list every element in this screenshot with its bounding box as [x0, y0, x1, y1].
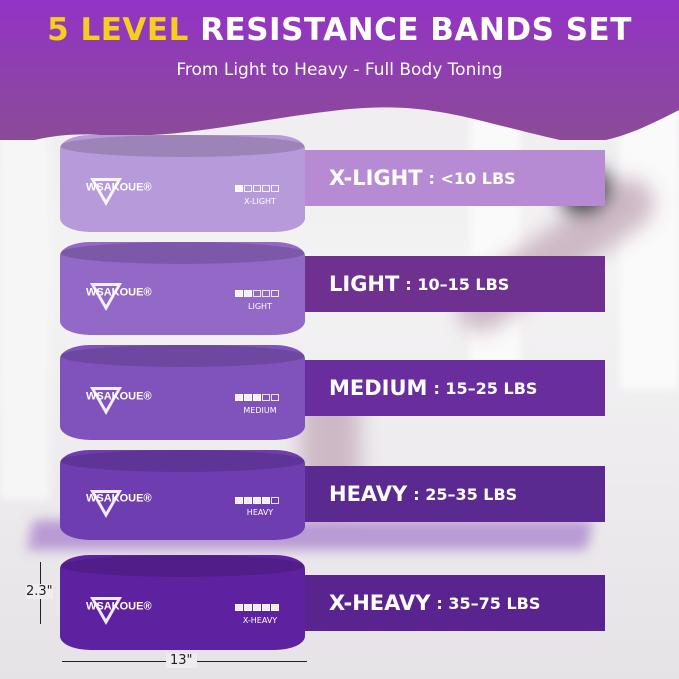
triangle-logo-icon [90, 177, 122, 206]
resistance-label-heavy: HEAVY: 25–35 LBS [305, 466, 605, 522]
band-level-label: X-LIGHT [244, 197, 276, 207]
meter-square [271, 604, 279, 612]
triangle-logo-icon [90, 386, 122, 415]
band-medium: WSAKOUE® MEDIUM [60, 345, 305, 440]
meter-square [244, 604, 252, 612]
resistance-label-light: LIGHT: 10–15 LBS [305, 256, 605, 312]
meter-square [253, 394, 261, 402]
meter-square [271, 496, 279, 504]
level-name: X-LIGHT [329, 166, 423, 190]
meter-square [271, 290, 279, 298]
triangle-logo-icon [90, 596, 122, 625]
meter-square [235, 185, 243, 193]
resistance-label-x-heavy: X-HEAVY: 35–75 LBS [305, 575, 605, 631]
band-top-edge [60, 345, 305, 367]
triangle-logo-icon [90, 282, 122, 311]
level-meter [235, 185, 279, 193]
band-level-label: LIGHT [248, 301, 272, 311]
resistance-value: : 25–35 LBS [413, 484, 518, 504]
level-meter [235, 290, 279, 298]
brand-logo: WSAKOUE® [86, 181, 152, 194]
level-name: HEAVY [329, 482, 408, 506]
level-name: X-HEAVY [329, 591, 431, 615]
resistance-label-medium: MEDIUM: 15–25 LBS [305, 360, 605, 416]
subtitle: From Light to Heavy - Full Body Toning [176, 60, 503, 80]
header-banner: 5 LEVEL RESISTANCE BANDS SET From Light … [0, 0, 679, 140]
meter-square [262, 185, 270, 193]
level-name: MEDIUM [329, 376, 428, 400]
meter-square [271, 394, 279, 402]
resistance-value: : 35–75 LBS [436, 593, 541, 613]
width-label: 13" [166, 653, 197, 668]
meter-square [271, 185, 279, 193]
height-label: 2.3" [26, 584, 53, 599]
resistance-value: : <10 LBS [428, 168, 516, 188]
band-top-edge [60, 242, 305, 264]
level-meter [235, 496, 279, 504]
page-title: 5 LEVEL RESISTANCE BANDS SET [47, 12, 632, 48]
meter-square [262, 290, 270, 298]
meter-square [244, 290, 252, 298]
triangle-logo-icon [90, 489, 122, 518]
level-name: LIGHT [329, 272, 400, 296]
meter-square [253, 185, 261, 193]
band-level-label: MEDIUM [243, 405, 277, 415]
meter-square [253, 604, 261, 612]
band-top-edge [60, 135, 305, 157]
meter-square [235, 394, 243, 402]
meter-square [235, 290, 243, 298]
meter-square [253, 496, 261, 504]
brand-logo: WSAKOUE® [86, 600, 152, 613]
meter-square [262, 496, 270, 504]
brand-logo: WSAKOUE® [86, 286, 152, 299]
level-meter [235, 394, 279, 402]
resistance-label-x-light: X-LIGHT: <10 LBS [305, 150, 605, 206]
brand-logo: WSAKOUE® [86, 390, 152, 403]
band-level-label: X-HEAVY [242, 615, 278, 625]
meter-square [244, 185, 252, 193]
meter-square [262, 604, 270, 612]
meter-square [244, 496, 252, 504]
resistance-value: : 15–25 LBS [433, 378, 538, 398]
band-heavy: WSAKOUE® HEAVY [60, 450, 305, 540]
level-meter [235, 604, 279, 612]
meter-square [253, 290, 261, 298]
meter-square [235, 604, 243, 612]
meter-square [244, 394, 252, 402]
brand-logo: WSAKOUE® [86, 492, 152, 505]
band-level-label: HEAVY [246, 507, 274, 517]
band-x-heavy: WSAKOUE® X-HEAVY [60, 555, 305, 650]
band-x-light: WSAKOUE® X-LIGHT [60, 135, 305, 232]
band-top-edge [60, 555, 305, 577]
meter-square [235, 496, 243, 504]
band-light: WSAKOUE® LIGHT [60, 242, 305, 335]
resistance-value: : 10–15 LBS [405, 274, 510, 294]
band-top-edge [60, 450, 305, 472]
meter-square [262, 394, 270, 402]
